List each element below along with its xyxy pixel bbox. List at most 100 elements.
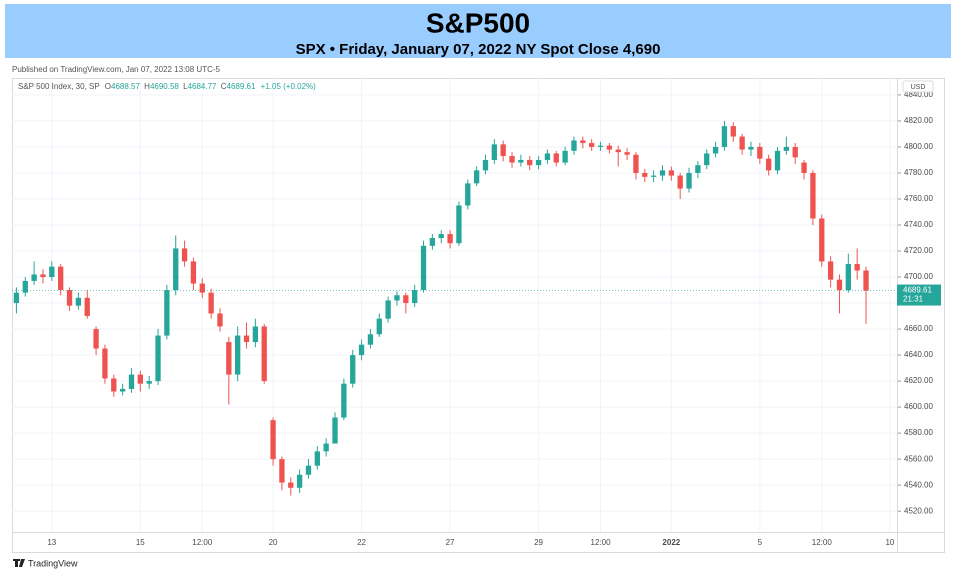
x-tick-label: 13	[47, 538, 56, 547]
y-tick-label: 4580.00	[904, 428, 933, 437]
candle-body	[580, 140, 586, 144]
y-tick-label: 4800.00	[904, 142, 933, 151]
candle-body	[208, 292, 214, 314]
candle-body	[350, 355, 356, 384]
candle-body	[155, 335, 161, 382]
candle-body	[553, 153, 559, 163]
candle-body	[75, 297, 82, 306]
legend: S&P 500 Index, 30, SP O4688.57 H4690.58 …	[18, 82, 316, 91]
candle-body	[323, 443, 329, 452]
plot: 4520.00 4540.00 4560.00 4580.00 4600.00 4620.…	[12, 78, 945, 553]
candle-body	[119, 388, 126, 392]
candle-body	[164, 290, 170, 336]
candle-body	[819, 218, 825, 262]
candle-body	[270, 420, 276, 460]
candle-body	[677, 175, 683, 189]
candle-body	[84, 297, 90, 317]
y-tick-label: 4560.00	[904, 454, 933, 463]
candle-body	[332, 417, 338, 444]
candle-body	[226, 342, 232, 375]
candle-body	[49, 266, 55, 278]
candle-body	[757, 146, 763, 159]
candle-body	[111, 378, 117, 392]
candle-body	[429, 238, 436, 246]
y-tick-label: 4640.00	[904, 350, 933, 359]
candle-body	[252, 326, 259, 343]
candle-body	[367, 334, 374, 345]
candle-body	[836, 279, 843, 291]
y-tick-label: 4520.00	[904, 506, 933, 515]
candle-body	[181, 248, 188, 262]
candle-body	[358, 344, 365, 356]
x-tick-label: 2022	[662, 538, 680, 547]
legend-symbol: S&P 500 Index, 30, SP	[18, 82, 100, 91]
candle-body	[739, 136, 745, 150]
x-tick-label: 20	[269, 538, 278, 547]
candle-body	[385, 300, 391, 319]
candle-body	[243, 335, 250, 343]
candle-body	[491, 144, 497, 160]
candle-body	[509, 156, 515, 163]
title: S&P500	[426, 7, 530, 38]
candle-body	[597, 145, 604, 147]
last-price-box	[897, 284, 941, 306]
candle-body	[624, 152, 630, 155]
candle-body	[695, 165, 701, 173]
candle-body	[801, 162, 807, 173]
x-tick-label: 12:00	[812, 538, 833, 547]
candle-body	[420, 245, 427, 291]
candle-body	[783, 146, 790, 151]
candle-body	[774, 150, 781, 171]
candle-body	[261, 326, 267, 382]
candle-body	[615, 149, 621, 153]
x-tick-label: 27	[446, 538, 455, 547]
candle-body	[438, 234, 444, 239]
y-tick-label: 4780.00	[904, 168, 933, 177]
candle-body	[527, 159, 533, 166]
candle-body	[544, 153, 551, 160]
y-tick-label: 4820.00	[904, 116, 933, 125]
y-tick-label: 4840.00	[904, 90, 933, 99]
candle-body	[863, 270, 869, 291]
candle-body	[535, 159, 542, 166]
candle-body	[58, 266, 64, 291]
candle-body	[279, 459, 285, 483]
legend-label: O	[105, 82, 111, 91]
candle-body	[173, 248, 179, 291]
candle-body	[394, 295, 400, 301]
legend-value: 4684.77	[188, 82, 217, 91]
candle-body	[314, 451, 320, 466]
tv-logo	[13, 559, 25, 567]
legend-change: +1.05 (+0.02%)	[261, 82, 316, 91]
candle-body	[40, 274, 46, 278]
y-tick-label: 4540.00	[904, 480, 933, 489]
candle-body	[456, 205, 462, 244]
countdown: 21:31	[903, 295, 924, 304]
candle-body	[66, 290, 73, 306]
legend-label: L	[183, 82, 188, 91]
candle-body	[199, 283, 205, 293]
candle-body	[22, 280, 28, 293]
candle-body	[633, 154, 639, 173]
candle-body	[403, 295, 409, 304]
y-tick-label: 4720.00	[904, 246, 933, 255]
y-tick-label: 4600.00	[904, 402, 933, 411]
candle-body	[137, 374, 143, 384]
subtitle: SPX • Friday, January 07, 2022 NY Spot C…	[296, 41, 661, 58]
y-tick-label: 4700.00	[904, 272, 933, 281]
legend-label: H	[144, 82, 150, 91]
candle-body	[447, 234, 453, 244]
candle-body	[571, 140, 577, 151]
x-tick-label: 22	[357, 538, 366, 547]
candle-body	[128, 374, 135, 389]
legend-value: 4690.58	[150, 82, 179, 91]
candle-body	[146, 381, 152, 384]
candle-body	[748, 146, 754, 150]
candle-body	[659, 170, 666, 176]
candle-body	[288, 482, 294, 488]
candle-body	[465, 183, 471, 206]
legend-label: C	[221, 82, 227, 91]
candle-body	[500, 144, 506, 157]
candle-body	[827, 261, 834, 280]
